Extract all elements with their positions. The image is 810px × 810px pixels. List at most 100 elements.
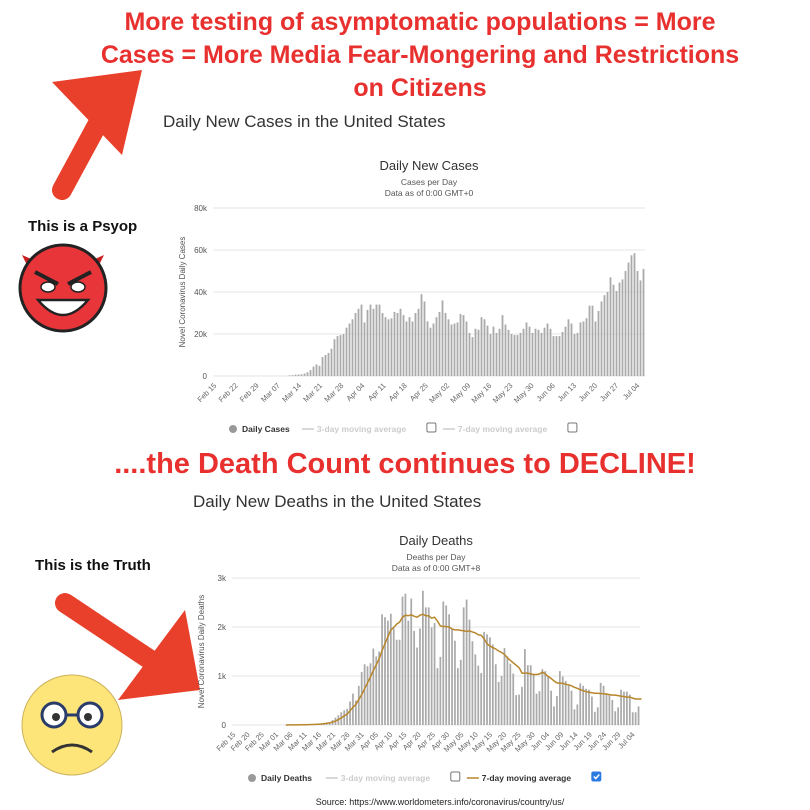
bar xyxy=(608,694,611,725)
bar xyxy=(576,332,579,376)
y-tick-label: 0 xyxy=(203,372,208,381)
bar xyxy=(494,664,497,725)
bar xyxy=(642,268,645,376)
legend-item[interactable]: Daily Deaths xyxy=(261,773,312,783)
bar xyxy=(501,315,504,376)
bar xyxy=(553,706,555,725)
bar xyxy=(352,693,354,725)
bar xyxy=(515,695,518,725)
x-tick-label: Jun 27 xyxy=(598,381,620,403)
bar xyxy=(375,304,378,376)
devil-emoji-icon xyxy=(18,243,108,333)
bar xyxy=(547,676,550,725)
bar xyxy=(550,690,552,725)
legend-checkbox[interactable] xyxy=(426,422,437,433)
bar xyxy=(582,685,585,725)
bar xyxy=(398,639,401,725)
bar xyxy=(423,301,426,376)
bar xyxy=(486,634,488,725)
bar xyxy=(503,648,506,725)
bar xyxy=(360,304,363,376)
bar xyxy=(504,324,507,376)
bar xyxy=(531,332,534,376)
bar xyxy=(623,691,625,725)
bar xyxy=(465,599,468,725)
legend-marker-icon xyxy=(229,425,237,433)
legend-checkbox[interactable] xyxy=(567,422,578,433)
bar xyxy=(477,665,480,725)
bar xyxy=(372,308,375,376)
bar xyxy=(433,623,436,725)
legend-marker-icon xyxy=(248,774,256,782)
bar xyxy=(564,326,567,376)
bar xyxy=(599,682,602,725)
bar xyxy=(540,332,543,376)
bar xyxy=(372,648,375,725)
bar xyxy=(543,327,546,376)
legend-item[interactable]: 7-day moving average xyxy=(458,424,548,434)
bar xyxy=(588,689,590,725)
bar xyxy=(544,671,547,725)
bar xyxy=(408,317,411,376)
bar xyxy=(416,647,418,725)
truth-label: This is the Truth xyxy=(35,557,151,574)
y-axis-label: Novel Coronavirus Daily Cases xyxy=(178,237,187,348)
legend-item[interactable]: Daily Cases xyxy=(242,424,290,434)
x-tick-label: Apr 25 xyxy=(408,381,430,403)
bar xyxy=(439,656,442,725)
bar xyxy=(489,637,491,725)
bar xyxy=(624,271,627,376)
bar xyxy=(448,614,450,725)
bar xyxy=(450,324,453,376)
bar xyxy=(558,336,561,376)
bar xyxy=(387,620,389,725)
bar xyxy=(324,355,327,376)
bar xyxy=(630,255,633,376)
legend-item[interactable]: 7-day moving average xyxy=(482,773,572,783)
bar xyxy=(521,686,523,725)
bar xyxy=(387,319,390,376)
bar xyxy=(524,649,526,725)
bar xyxy=(526,665,529,725)
legend-checkbox[interactable] xyxy=(591,771,602,782)
bar xyxy=(631,712,634,725)
x-tick-label: Feb 15 xyxy=(196,381,219,404)
bar xyxy=(474,328,477,376)
bar xyxy=(435,317,438,376)
bar xyxy=(600,301,603,376)
bar xyxy=(528,326,531,376)
bar xyxy=(532,675,535,725)
bar xyxy=(639,280,642,376)
bar xyxy=(582,321,585,376)
bar xyxy=(512,673,515,725)
y-tick-label: 3k xyxy=(218,574,227,583)
bar xyxy=(351,319,354,376)
bar xyxy=(556,696,558,725)
x-tick-label: Jun 13 xyxy=(556,381,578,403)
bar xyxy=(393,311,396,376)
bar xyxy=(603,295,606,376)
bar xyxy=(413,630,416,725)
bar xyxy=(411,321,414,376)
bar xyxy=(306,372,309,376)
bar xyxy=(339,335,342,376)
bar xyxy=(366,666,369,725)
y-tick-label: 80k xyxy=(194,204,208,213)
legend-checkbox[interactable] xyxy=(450,771,461,782)
x-tick-label: Mar 07 xyxy=(259,381,282,404)
bar xyxy=(390,318,393,376)
legend-item[interactable]: 3-day moving average xyxy=(317,424,407,434)
bar xyxy=(498,328,501,376)
bar xyxy=(471,641,474,725)
bar xyxy=(491,644,494,725)
legend-item[interactable]: 3-day moving average xyxy=(341,773,431,783)
bar xyxy=(507,329,510,376)
x-tick-label: May 16 xyxy=(470,381,494,405)
bar xyxy=(330,348,333,376)
seven-day-average-line xyxy=(285,613,642,726)
bar xyxy=(404,593,407,725)
bar xyxy=(360,672,363,725)
bar xyxy=(354,700,357,725)
